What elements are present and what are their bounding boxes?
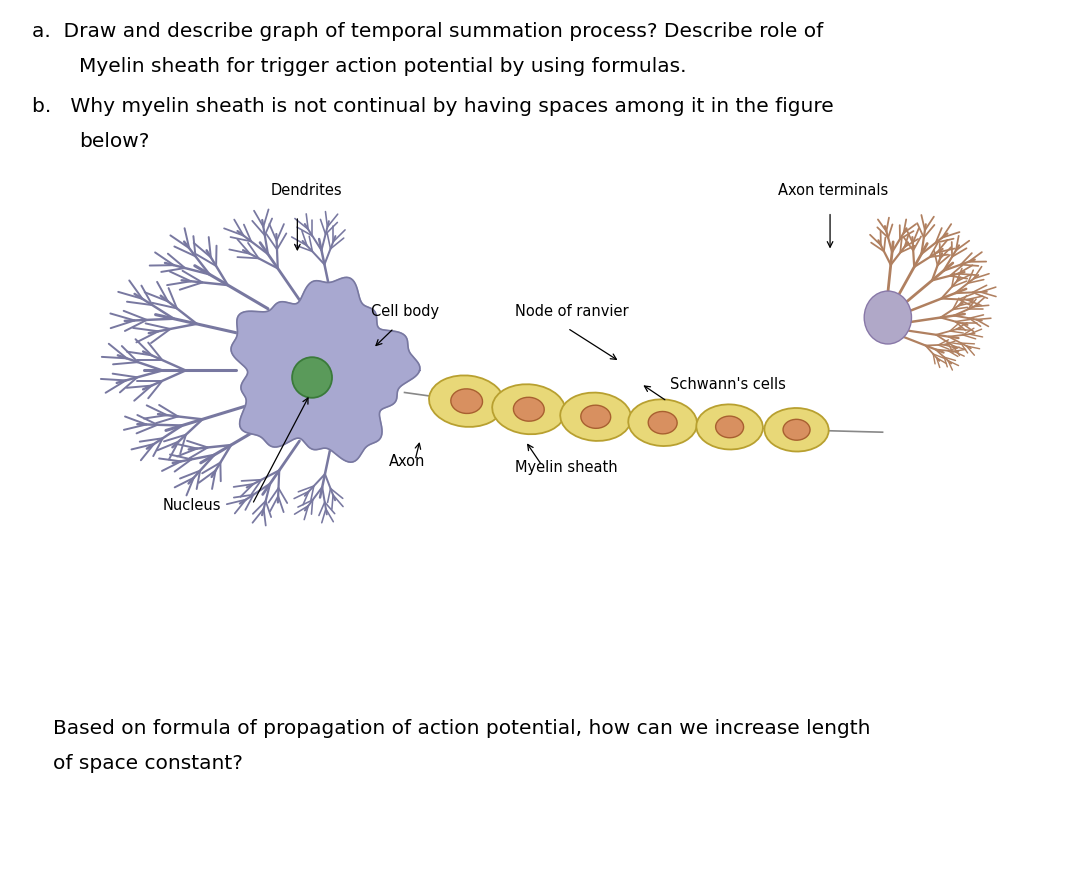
Text: Myelin sheath for trigger action potential by using formulas.: Myelin sheath for trigger action potenti…	[79, 57, 686, 77]
Ellipse shape	[648, 412, 677, 434]
Text: Nucleus: Nucleus	[162, 498, 222, 513]
Text: Myelin sheath: Myelin sheath	[514, 460, 618, 475]
Ellipse shape	[451, 389, 482, 414]
Ellipse shape	[628, 400, 697, 446]
Text: b.   Why myelin sheath is not continual by having spaces among it in the figure: b. Why myelin sheath is not continual by…	[31, 97, 833, 116]
Text: Axon terminals: Axon terminals	[778, 183, 888, 198]
Text: a.  Draw and describe graph of temporal summation process? Describe role of: a. Draw and describe graph of temporal s…	[31, 22, 823, 41]
Ellipse shape	[292, 357, 332, 398]
Text: Schwann's cells: Schwann's cells	[670, 377, 787, 392]
Text: below?: below?	[79, 132, 150, 152]
Ellipse shape	[429, 376, 505, 427]
Text: of space constant?: of space constant?	[53, 754, 242, 774]
Text: Cell body: Cell body	[371, 304, 439, 319]
Ellipse shape	[783, 419, 810, 440]
Ellipse shape	[864, 291, 911, 344]
Ellipse shape	[561, 392, 632, 441]
Ellipse shape	[492, 385, 566, 434]
Text: Axon: Axon	[388, 454, 425, 469]
Ellipse shape	[764, 408, 829, 452]
Ellipse shape	[696, 404, 763, 450]
Ellipse shape	[581, 405, 611, 429]
Ellipse shape	[513, 397, 544, 422]
Ellipse shape	[716, 416, 744, 437]
Polygon shape	[231, 278, 420, 462]
Text: Node of ranvier: Node of ranvier	[514, 304, 628, 319]
Text: Dendrites: Dendrites	[271, 183, 343, 198]
Text: Based on formula of propagation of action potential, how can we increase length: Based on formula of propagation of actio…	[53, 719, 870, 738]
